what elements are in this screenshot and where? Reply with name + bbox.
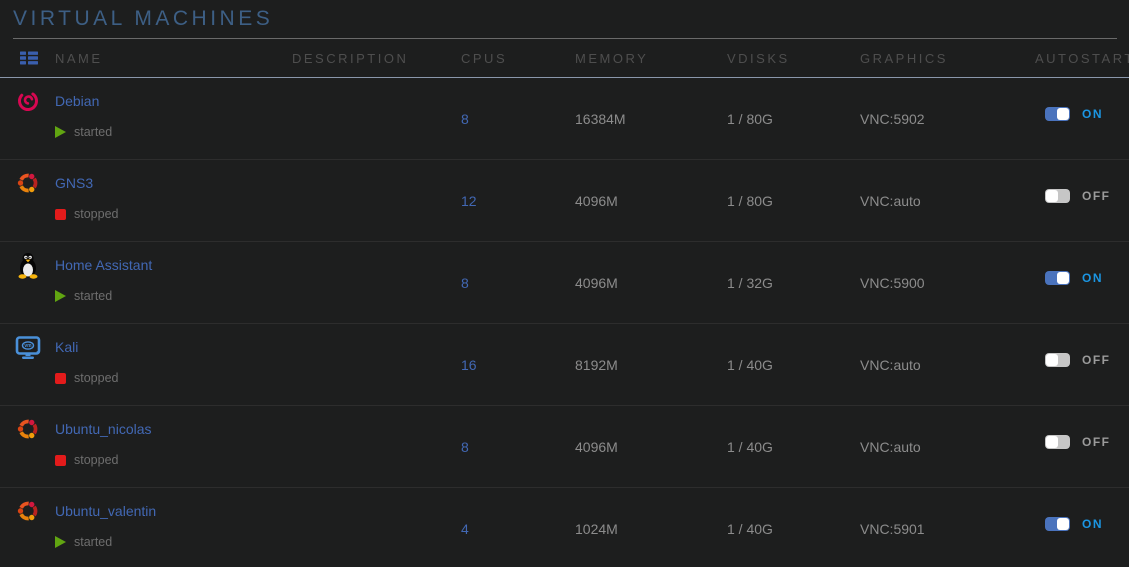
autostart-toggle[interactable] <box>1045 352 1070 367</box>
vm-memory: 4096M <box>575 192 618 209</box>
svg-text:vm: vm <box>24 343 32 349</box>
vm-table-body: vm Debian started 8 16384M 1 / 80G VNC:5… <box>0 78 1129 567</box>
vm-cpus-link[interactable]: 16 <box>461 356 477 373</box>
vm-status-label: stopped <box>74 453 119 467</box>
vm-vdisks: 1 / 40G <box>727 438 773 455</box>
vm-status-label: stopped <box>74 371 119 385</box>
autostart-toggle[interactable] <box>1045 188 1070 203</box>
vm-memory: 16384M <box>575 110 626 127</box>
autostart-label: ON <box>1082 516 1103 531</box>
stop-icon <box>55 372 66 384</box>
vm-name-link[interactable]: Ubuntu_nicolas <box>55 421 152 437</box>
vm-memory: 4096M <box>575 438 618 455</box>
vm-graphics: VNC:auto <box>860 192 921 209</box>
vm-row: vm Home Assistant started 8 4096M 1 / 32… <box>0 242 1129 324</box>
vm-row: vm GNS3 stopped 12 4096M 1 / 80G VNC:aut… <box>0 160 1129 242</box>
toggle-knob <box>1057 271 1069 284</box>
tux-icon[interactable] <box>14 251 42 279</box>
vm-cpus-link[interactable]: 8 <box>461 438 469 455</box>
vm-row: vm Kali stopped 16 8192M 1 / 40G VNC:aut… <box>0 324 1129 406</box>
column-header-graphics: GRAPHICS <box>860 50 948 66</box>
vm-name-link[interactable]: GNS3 <box>55 175 94 191</box>
page-title: VIRTUAL MACHINES <box>13 7 274 30</box>
vm-status: stopped <box>55 453 152 467</box>
vm-graphics: VNC:5900 <box>860 274 925 291</box>
vm-table-header: NAME DESCRIPTION CPUS MEMORY VDISKS GRAP… <box>0 39 1129 78</box>
vm-status: started <box>55 289 152 303</box>
ubuntu-icon[interactable] <box>14 415 42 443</box>
vm-status: started <box>55 535 156 549</box>
column-header-autostart: AUTOSTART <box>1035 50 1129 66</box>
column-header-vdisks: VDISKS <box>727 50 790 66</box>
autostart-label: ON <box>1082 270 1103 285</box>
vm-graphics: VNC:5902 <box>860 110 925 127</box>
column-header-name: NAME <box>55 50 103 66</box>
vm-status: stopped <box>55 207 118 221</box>
autostart-toggle[interactable] <box>1045 434 1070 449</box>
vm-monitor-icon[interactable]: vm <box>14 333 42 361</box>
vm-graphics: VNC:auto <box>860 438 921 455</box>
stop-icon <box>55 208 66 220</box>
toggle-knob <box>1057 107 1069 120</box>
play-icon <box>55 126 66 138</box>
toggle-knob <box>1046 435 1058 448</box>
autostart-label: OFF <box>1082 188 1111 203</box>
autostart-label: OFF <box>1082 352 1111 367</box>
vm-row: vm Ubuntu_valentin started 4 1024M 1 / 4… <box>0 488 1129 567</box>
toggle-knob <box>1057 517 1069 530</box>
autostart-label: ON <box>1082 106 1103 121</box>
vm-vdisks: 1 / 40G <box>727 356 773 373</box>
autostart-toggle[interactable] <box>1045 106 1070 121</box>
toggle-knob <box>1046 189 1058 202</box>
column-header-cpus: CPUS <box>461 50 508 66</box>
ubuntu-icon[interactable] <box>14 497 42 525</box>
vm-graphics: VNC:auto <box>860 356 921 373</box>
stop-icon <box>55 454 66 466</box>
vm-name-link[interactable]: Debian <box>55 93 100 109</box>
vm-vdisks: 1 / 80G <box>727 110 773 127</box>
vm-status-label: started <box>74 289 113 303</box>
vm-cpus-link[interactable]: 12 <box>461 192 477 209</box>
debian-icon[interactable] <box>14 87 42 115</box>
vm-table: NAME DESCRIPTION CPUS MEMORY VDISKS GRAP… <box>0 39 1129 567</box>
ubuntu-icon[interactable] <box>14 169 42 197</box>
play-icon <box>55 290 66 302</box>
vm-graphics: VNC:5901 <box>860 520 925 537</box>
vm-memory: 1024M <box>575 520 618 537</box>
vm-status-label: started <box>74 125 113 139</box>
vm-memory: 8192M <box>575 356 618 373</box>
play-icon <box>55 536 66 548</box>
vm-row: vm Ubuntu_nicolas stopped 8 4096M 1 / 40… <box>0 406 1129 488</box>
title-divider <box>13 38 1117 39</box>
vm-name-link[interactable]: Ubuntu_valentin <box>55 503 157 519</box>
vm-status-label: stopped <box>74 207 119 221</box>
vm-cpus-link[interactable]: 8 <box>461 110 469 127</box>
column-header-description: DESCRIPTION <box>292 50 409 66</box>
autostart-toggle[interactable] <box>1045 270 1070 285</box>
vm-status: stopped <box>55 371 118 385</box>
vm-vdisks: 1 / 32G <box>727 274 773 291</box>
vm-name-link[interactable]: Home Assistant <box>55 257 153 273</box>
vm-status: started <box>55 125 112 139</box>
autostart-toggle[interactable] <box>1045 516 1070 531</box>
vm-memory: 4096M <box>575 274 618 291</box>
vm-name-link[interactable]: Kali <box>55 339 79 355</box>
vm-status-label: started <box>74 535 113 549</box>
autostart-label: OFF <box>1082 434 1111 449</box>
toggle-knob <box>1046 353 1058 366</box>
table-view-icon[interactable] <box>20 51 38 65</box>
vm-vdisks: 1 / 40G <box>727 520 773 537</box>
vm-vdisks: 1 / 80G <box>727 192 773 209</box>
column-header-memory: MEMORY <box>575 50 649 66</box>
vm-row: vm Debian started 8 16384M 1 / 80G VNC:5… <box>0 78 1129 160</box>
vm-cpus-link[interactable]: 8 <box>461 274 469 291</box>
vm-cpus-link[interactable]: 4 <box>461 520 469 537</box>
